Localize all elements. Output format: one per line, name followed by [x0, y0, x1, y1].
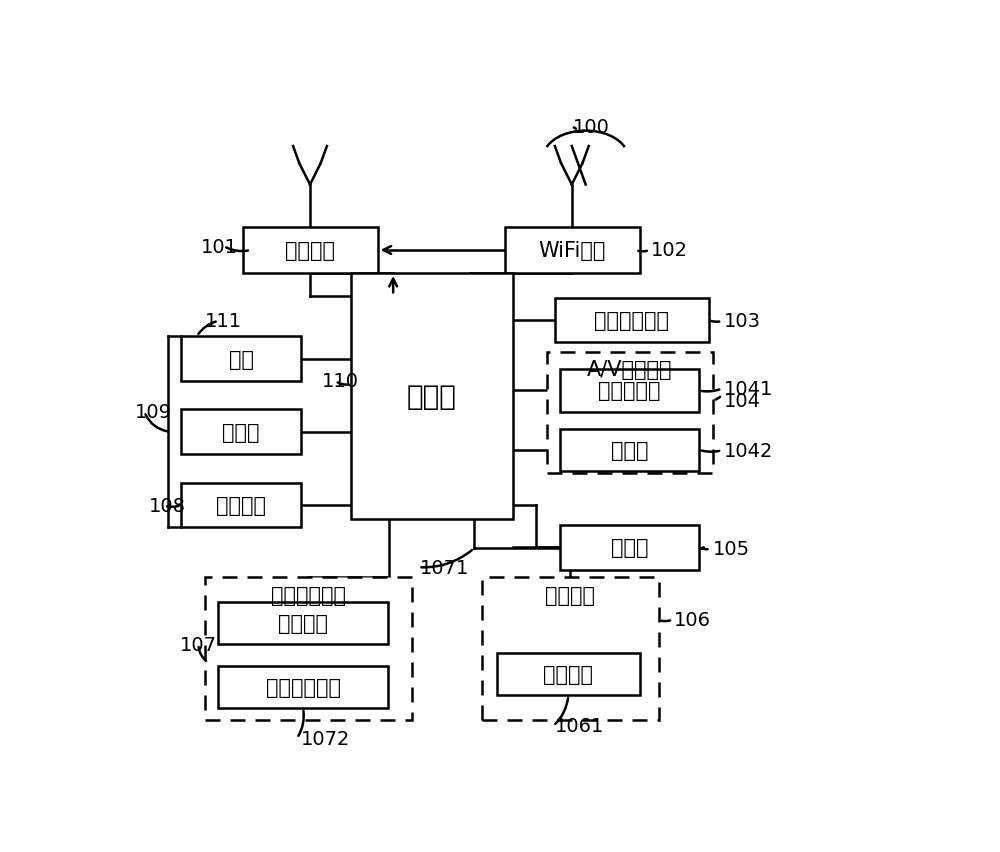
Bar	[205, 578, 412, 720]
Text: 音频输出单元: 音频输出单元	[594, 311, 669, 331]
Bar	[218, 602, 388, 644]
Text: 1041: 1041	[724, 380, 774, 399]
Text: 1071: 1071	[420, 558, 469, 577]
FancyArrowPatch shape	[421, 550, 472, 567]
Text: 用户输入单元: 用户输入单元	[271, 585, 346, 605]
FancyArrowPatch shape	[146, 415, 167, 432]
FancyArrowPatch shape	[167, 506, 179, 507]
Bar	[181, 483, 301, 527]
FancyArrowPatch shape	[298, 711, 304, 736]
Bar	[547, 352, 713, 474]
Text: 1042: 1042	[724, 441, 774, 460]
Text: 电源: 电源	[229, 349, 254, 369]
Text: 1061: 1061	[555, 717, 604, 735]
Bar	[560, 525, 699, 570]
FancyArrowPatch shape	[574, 129, 576, 130]
FancyArrowPatch shape	[555, 698, 568, 724]
Text: 105: 105	[713, 539, 750, 559]
FancyArrowPatch shape	[198, 322, 216, 335]
FancyArrowPatch shape	[715, 397, 720, 400]
FancyArrowPatch shape	[199, 648, 206, 661]
Text: 109: 109	[135, 403, 172, 422]
Bar	[181, 410, 301, 454]
Text: 101: 101	[201, 238, 238, 256]
Bar	[181, 337, 301, 382]
Text: 106: 106	[674, 610, 711, 630]
Text: 1072: 1072	[301, 728, 350, 748]
Text: 100: 100	[573, 118, 609, 137]
Bar	[555, 298, 709, 343]
Bar	[497, 653, 640, 695]
FancyArrowPatch shape	[338, 383, 348, 385]
Text: 显示面板: 显示面板	[543, 664, 593, 684]
Text: WiFi模块: WiFi模块	[538, 240, 606, 261]
Text: 存储器: 存储器	[222, 423, 260, 442]
Text: 110: 110	[322, 372, 359, 391]
Bar	[351, 273, 513, 520]
Text: A/V输入单元: A/V输入单元	[587, 360, 673, 380]
Text: 107: 107	[180, 635, 217, 654]
Text: 其他输入设备: 其他输入设备	[266, 677, 341, 697]
Text: 显示单元: 显示单元	[545, 585, 595, 605]
Text: 接口单元: 接口单元	[216, 495, 266, 515]
FancyArrowPatch shape	[701, 549, 708, 550]
Bar	[243, 227, 378, 273]
FancyArrowPatch shape	[702, 390, 719, 392]
Bar	[505, 227, 640, 273]
Bar	[482, 578, 659, 720]
Text: 111: 111	[205, 312, 242, 331]
FancyArrowPatch shape	[226, 248, 248, 252]
Bar	[560, 370, 699, 412]
Text: 触控面板: 触控面板	[278, 613, 328, 633]
Text: 103: 103	[724, 312, 761, 331]
Text: 108: 108	[149, 497, 186, 515]
Text: 处理器: 处理器	[407, 383, 457, 411]
FancyArrowPatch shape	[702, 451, 719, 452]
Bar	[560, 429, 699, 471]
Text: 传感器: 传感器	[611, 538, 648, 557]
Text: 图形处理器: 图形处理器	[598, 381, 661, 401]
Text: 104: 104	[724, 391, 761, 410]
Text: 麦克风: 麦克风	[611, 440, 648, 460]
Text: 射频单元: 射频单元	[285, 240, 335, 261]
Text: 102: 102	[651, 241, 688, 260]
Bar	[218, 666, 388, 708]
